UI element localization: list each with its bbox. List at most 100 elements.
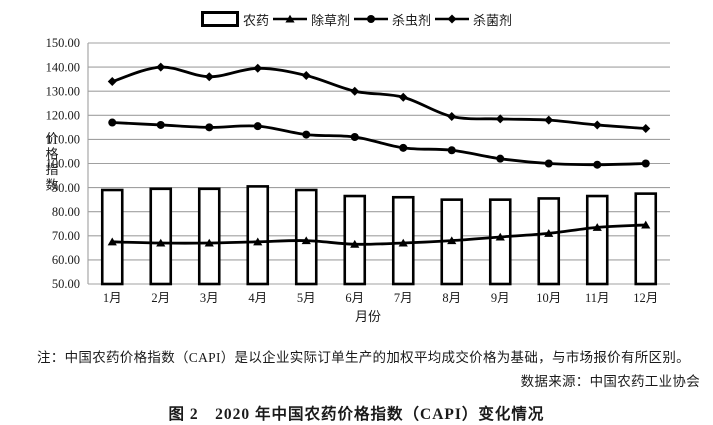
legend-item-pesticide: 农药	[200, 10, 269, 29]
svg-text:150.00: 150.00	[46, 36, 80, 50]
triangle-marker	[544, 229, 554, 237]
svg-text:4月: 4月	[248, 291, 267, 305]
bar	[100, 188, 124, 286]
svg-text:格: 格	[45, 147, 58, 162]
circle-marker	[302, 130, 311, 139]
diamond-marker	[253, 63, 263, 73]
triangle-marker	[447, 236, 457, 245]
chart-note: 注：中国农药价格指数（CAPI）是以企业实际订单生产的加权平均成交价格为基础，与…	[37, 350, 690, 365]
triangle-marker	[641, 220, 651, 229]
svg-text:140.00: 140.00	[46, 60, 80, 74]
diamond-marker	[544, 115, 554, 125]
triangle-marker	[350, 239, 360, 248]
triangle-marker	[495, 232, 505, 241]
y-tick-labels: 50.00 60.00 70.00 80.00 90.00 100.00 110.00 120…	[46, 36, 80, 291]
circle-marker	[253, 122, 262, 131]
svg-text:110.00: 110.00	[46, 133, 80, 147]
svg-text:11月: 11月	[585, 291, 610, 305]
bar	[149, 187, 173, 286]
svg-text:50.00: 50.00	[52, 277, 80, 291]
diamond-line-marker-icon	[435, 13, 470, 25]
chart-legend: 农药 除草剂 杀虫剂 杀菌剂	[0, 10, 713, 28]
circle-marker	[205, 123, 214, 132]
legend-label-fungicide: 杀菌剂	[473, 12, 513, 28]
circle-marker	[447, 146, 456, 155]
svg-text:1月: 1月	[103, 291, 122, 305]
diamond-marker	[204, 72, 214, 82]
circle-marker	[367, 15, 375, 23]
diamond-marker	[447, 112, 457, 122]
series-line-fungicide	[107, 62, 651, 134]
series-bars-pesticide	[100, 185, 658, 286]
svg-text:2月: 2月	[151, 291, 170, 305]
series-line-insecticide	[108, 118, 650, 169]
circle-marker	[496, 154, 505, 163]
svg-text:90.00: 90.00	[52, 181, 80, 195]
circle-marker	[544, 159, 553, 168]
legend-label-insecticide: 杀虫剂	[392, 12, 432, 28]
x-tick-labels: 1月 2月 3月 4月 5月 6月 7月 8月 9月 10月 11月 12月	[103, 291, 658, 305]
bar	[488, 198, 512, 286]
svg-text:12月: 12月	[633, 291, 658, 305]
triangle-line-marker-icon	[272, 13, 307, 25]
svg-text:价: 价	[45, 131, 58, 146]
diamond-marker	[447, 14, 457, 24]
diamond-marker	[107, 77, 117, 87]
x-axis-title: 月份	[355, 309, 381, 324]
circle-marker	[108, 118, 117, 127]
figure-caption: 图 2 2020 年中国农药价格指数（CAPI）变化情况	[168, 406, 545, 423]
bar-swatch-icon	[200, 11, 239, 27]
triangle-marker	[204, 238, 214, 247]
circle-line-marker-icon	[354, 13, 388, 25]
bar	[537, 197, 561, 286]
svg-text:60.00: 60.00	[52, 253, 80, 267]
svg-text:10月: 10月	[536, 291, 561, 305]
svg-text:80.00: 80.00	[52, 205, 80, 219]
svg-text:70.00: 70.00	[52, 229, 80, 243]
chart-area: 50.00 60.00 70.00 80.00 90.00 100.00 110.00 120…	[45, 36, 670, 324]
svg-text:5月: 5月	[297, 291, 316, 305]
svg-text:指: 指	[45, 162, 58, 177]
triangle-marker	[398, 238, 408, 247]
diamond-marker	[350, 86, 360, 96]
triangle-marker	[156, 238, 166, 247]
bar	[197, 187, 221, 286]
svg-text:120.00: 120.00	[46, 109, 80, 123]
capi-chart-canvas: 50.00 60.00 70.00 80.00 90.00 100.00 110.00 120…	[45, 36, 670, 324]
y-axis-title: 价格指数	[45, 131, 58, 193]
legend-item-fungicide: 杀菌剂	[435, 10, 512, 29]
svg-text:8月: 8月	[442, 291, 461, 305]
svg-text:100.00: 100.00	[46, 157, 80, 171]
bar	[634, 192, 658, 286]
data-source: 数据来源：中国农药工业协会	[520, 374, 700, 389]
circle-marker	[641, 159, 650, 168]
diamond-marker	[398, 92, 408, 102]
circle-marker	[350, 132, 359, 141]
svg-text:6月: 6月	[345, 291, 364, 305]
diamond-marker	[641, 124, 651, 134]
circle-marker	[156, 120, 165, 129]
circle-marker	[593, 160, 602, 169]
bar	[585, 194, 609, 286]
svg-text:130.00: 130.00	[46, 84, 80, 98]
legend-item-insecticide: 杀虫剂	[354, 10, 431, 29]
triangle-marker	[301, 236, 311, 245]
diamond-marker	[156, 62, 166, 72]
svg-text:3月: 3月	[200, 291, 219, 305]
triangle-marker	[253, 237, 263, 246]
legend-label-herbicide: 除草剂	[310, 12, 350, 28]
legend-label-pesticide: 农药	[242, 12, 269, 28]
svg-text:9月: 9月	[491, 291, 510, 305]
diamond-marker	[592, 120, 602, 130]
legend-item-herbicide: 除草剂	[272, 10, 350, 29]
triangle-marker	[285, 14, 295, 23]
triangle-marker	[107, 237, 117, 246]
circle-marker	[399, 143, 408, 152]
bar	[246, 185, 270, 286]
svg-text:月份: 月份	[355, 309, 381, 324]
svg-text:数: 数	[45, 178, 58, 193]
triangle-marker	[592, 223, 602, 231]
series-line-herbicide	[107, 220, 651, 248]
diamond-marker	[495, 114, 505, 124]
